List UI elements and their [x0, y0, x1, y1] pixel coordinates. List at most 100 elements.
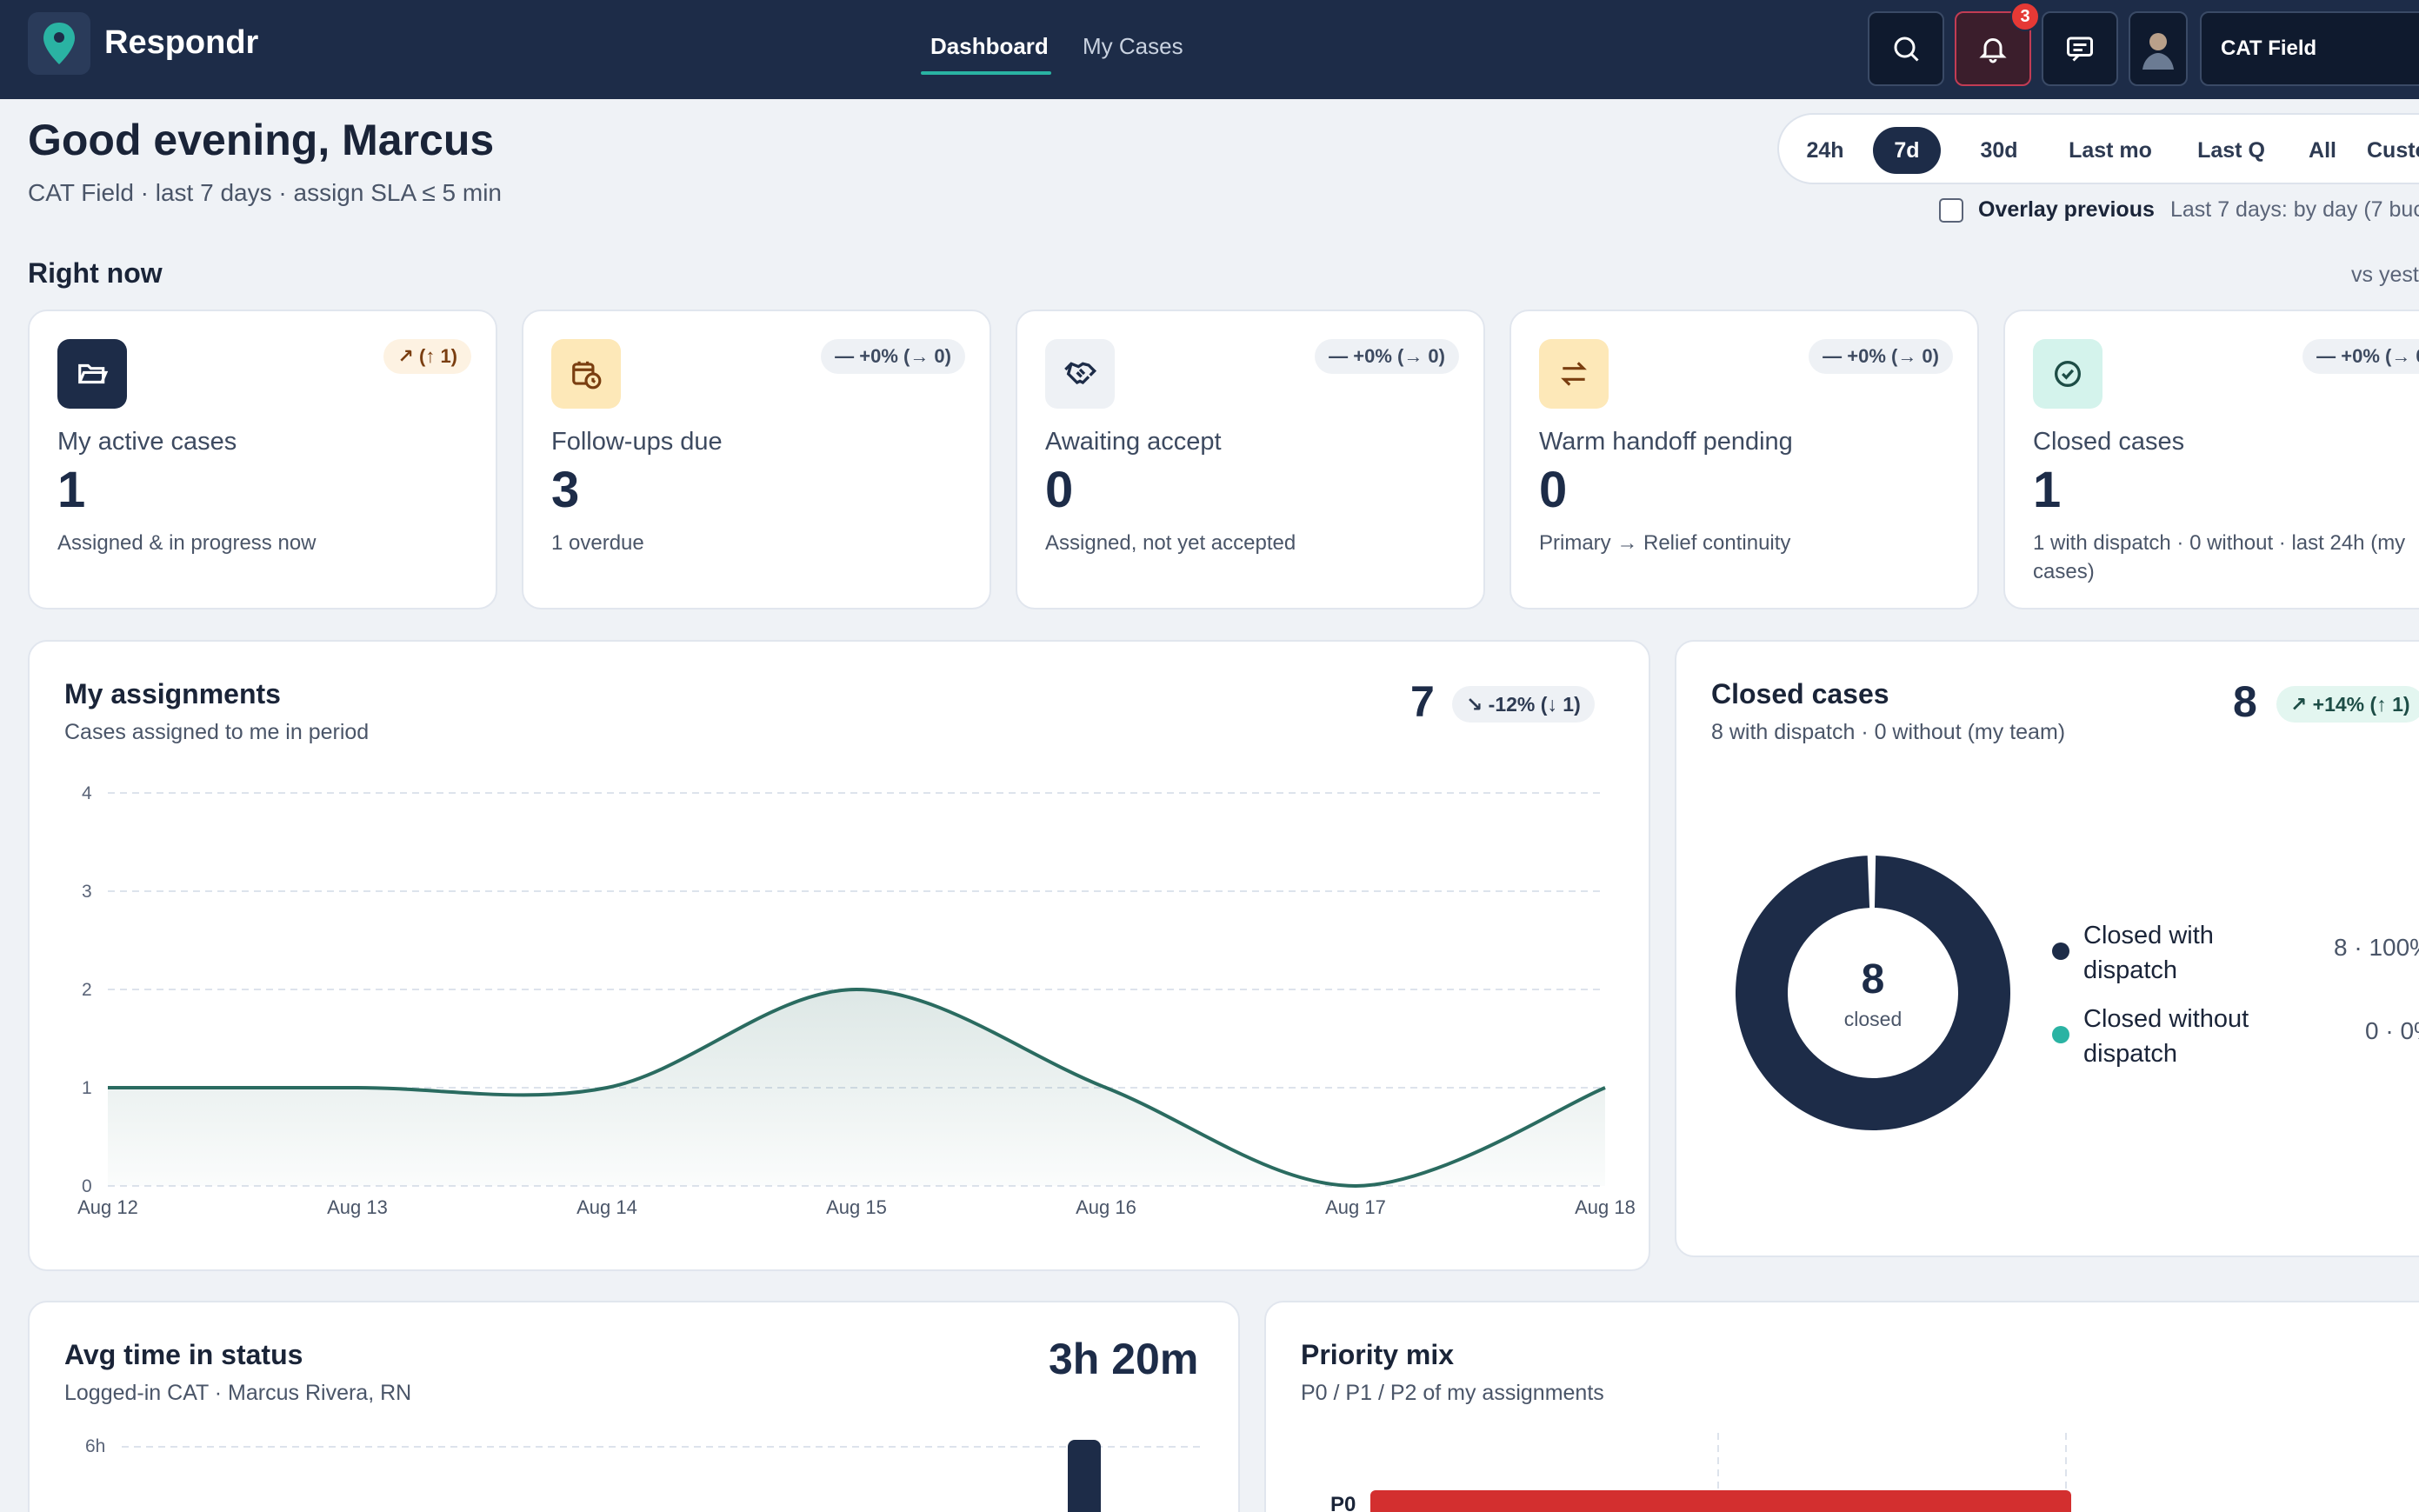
kpi-subtext: 1 overdue [551, 531, 644, 555]
y-tick-label: 3 [82, 882, 92, 902]
comparison-note: vs yesterday [2351, 263, 2419, 287]
legend-value-with-dispatch: 8 · 100% [2334, 934, 2419, 961]
panel-title: My assignments [64, 678, 281, 709]
data-point [1353, 1183, 1358, 1189]
kpi-value: 0 [1045, 462, 1074, 518]
kpi-delta: — +0% (→ 0) [2302, 339, 2419, 374]
assignments-delta: ↘ -12% (↓ 1) [1452, 686, 1595, 723]
range-24h[interactable]: 24h [1806, 137, 1844, 163]
donut-center-label: closed [1844, 1008, 1902, 1030]
panel-title: Avg time in status [64, 1339, 303, 1370]
check-circle-icon [2055, 361, 2081, 387]
y-tick-label: 4 [82, 783, 92, 803]
x-tick-label: Aug 16 [1076, 1196, 1136, 1218]
x-tick-label: Aug 18 [1575, 1196, 1636, 1218]
kpi-label: My active cases [57, 428, 237, 456]
donut-center-value: 8 [1862, 956, 1885, 1002]
x-tick-label: Aug 15 [826, 1196, 887, 1218]
kpi-subtext: Primary → Relief continuity [1539, 531, 1791, 555]
assignments-area-chart: 0 1 2 3 4 Aug 12 Aug 13 Aug 14 Aug 15 Aug 16 Aug 1… [77, 783, 1636, 1218]
kpi-delta: — +0% (→ 0) [1809, 339, 1953, 374]
kpi-delta: — +0% (→ 0) [1315, 339, 1459, 374]
assignments-total: 7 [1410, 677, 1435, 726]
kpi-card-closed-cases[interactable]: — +0% (→ 0) Closed cases 1 1 with dispat… [2003, 310, 2419, 609]
folder-open-icon [78, 363, 109, 384]
map-pin-icon [43, 23, 75, 64]
avg-time-panel: Avg time in status Logged-in CAT · Marcu… [28, 1301, 1240, 1512]
category-label: P0 [1330, 1493, 1356, 1512]
app-name: Respondr [104, 24, 259, 61]
kpi-card-follow-ups[interactable]: — +0% (→ 0) Follow-ups due 3 1 overdue [522, 310, 991, 609]
kpi-label: Warm handoff pending [1539, 428, 1793, 456]
x-tick-label: Aug 17 [1325, 1196, 1386, 1218]
overlay-previous-checkbox[interactable] [1939, 198, 1963, 223]
active-tab-indicator [921, 71, 1051, 75]
donut-slice [1736, 856, 2011, 1130]
kpi-delta: — +0% (→ 0) [821, 339, 965, 374]
kpi-card-active-cases[interactable]: ↗ (↑ 1) My active cases 1 Assigned & in … [28, 310, 497, 609]
closed-delta: ↗ +14% (↑ 1) [2276, 686, 2419, 723]
kpi-card-awaiting-accept[interactable]: — +0% (→ 0) Awaiting accept 0 Assigned, … [1016, 310, 1485, 609]
bar-p0 [1370, 1490, 2071, 1512]
range-last-quarter[interactable]: Last Q [2197, 137, 2265, 163]
user-avatar-button[interactable] [2129, 11, 2188, 86]
tab-dashboard[interactable]: Dashboard [930, 33, 1049, 59]
calendar-clock-icon [572, 361, 602, 390]
kpi-subtext: 1 with dispatch · 0 without · last 24h (… [2033, 531, 2406, 583]
range-bucket-note: Last 7 days: by day (7 buckets) [2170, 197, 2419, 222]
kpi-label: Awaiting accept [1045, 428, 1222, 456]
closed-cases-donut-chart: 8 closed [1736, 856, 2011, 1130]
data-point [1603, 1085, 1608, 1090]
range-7d[interactable]: 7d [1873, 127, 1941, 174]
range-last-month[interactable]: Last mo [2069, 137, 2152, 163]
kpi-value: 1 [57, 462, 86, 518]
data-point [355, 1085, 360, 1090]
tab-my-cases[interactable]: My Cases [1083, 33, 1183, 59]
range-all[interactable]: All [2309, 137, 2336, 163]
x-tick-label: Aug 14 [576, 1196, 637, 1218]
kpi-label: Closed cases [2033, 428, 2185, 456]
page-subtitle: CAT Field · last 7 days · assign SLA ≤ 5… [28, 179, 502, 206]
avg-time-bar-chart: 6h [85, 1436, 1203, 1512]
search-button[interactable] [1868, 11, 1944, 86]
notification-count-badge: 3 [2010, 2, 2040, 31]
kpi-card-warm-handoff[interactable]: — +0% (→ 0) Warm handoff pending 0 Prima… [1509, 310, 1979, 609]
kpi-label: Follow-ups due [551, 428, 723, 456]
assignments-panel: My assignments Cases assigned to me in p… [28, 640, 1650, 1271]
org-selector[interactable]: CAT Field [2200, 11, 2419, 86]
app-logo[interactable] [28, 12, 90, 75]
panel-subtitle: Cases assigned to me in period [64, 720, 370, 744]
legend-label-without-dispatch: Closed without dispatch [2083, 1005, 2249, 1068]
avatar [2142, 33, 2174, 70]
top-bar: Respondr Dashboard My Cases 3 CAT Field [0, 0, 2419, 99]
kpi-value: 1 [2033, 462, 2062, 518]
search-icon [1894, 37, 1919, 62]
message-icon [2067, 37, 2093, 62]
panel-title: Closed cases [1711, 678, 1889, 709]
area-fill [108, 989, 1605, 1186]
panel-subtitle: P0 / P1 / P2 of my assignments [1301, 1381, 1604, 1405]
legend-dot-without-dispatch [2052, 1026, 2069, 1043]
section-title-right-now: Right now [28, 257, 163, 289]
closed-cases-panel: Closed cases 8 with dispatch · 0 without… [1675, 640, 2419, 1257]
bell-icon [1979, 38, 2007, 63]
kpi-delta: ↗ (↑ 1) [383, 339, 471, 374]
panel-subtitle: 8 with dispatch · 0 without (my team) [1711, 720, 2066, 744]
y-tick-label: 1 [82, 1078, 92, 1098]
priority-mix-panel: Priority mix P0 / P1 / P2 of my assignme… [1264, 1301, 2419, 1512]
y-tick-label: 6h [85, 1436, 105, 1456]
arrows-swap-icon [1561, 362, 1587, 386]
priority-bar-chart: P0 [1330, 1433, 2071, 1512]
closed-total: 8 [2233, 677, 2257, 726]
kpi-value: 0 [1539, 462, 1568, 518]
range-custom[interactable]: Custom [2367, 137, 2419, 163]
kpi-value: 3 [551, 462, 580, 518]
time-range-selector: 24h 7d 30d Last mo Last Q All Custom [1777, 113, 2419, 184]
range-30d[interactable]: 30d [1980, 137, 2018, 163]
data-point [604, 1085, 610, 1090]
bar [1068, 1440, 1101, 1512]
messages-button[interactable] [2042, 11, 2118, 86]
overlay-previous-label[interactable]: Overlay previous [1978, 197, 2155, 222]
series-line [108, 987, 1606, 1189]
x-tick-label: Aug 12 [77, 1196, 138, 1218]
